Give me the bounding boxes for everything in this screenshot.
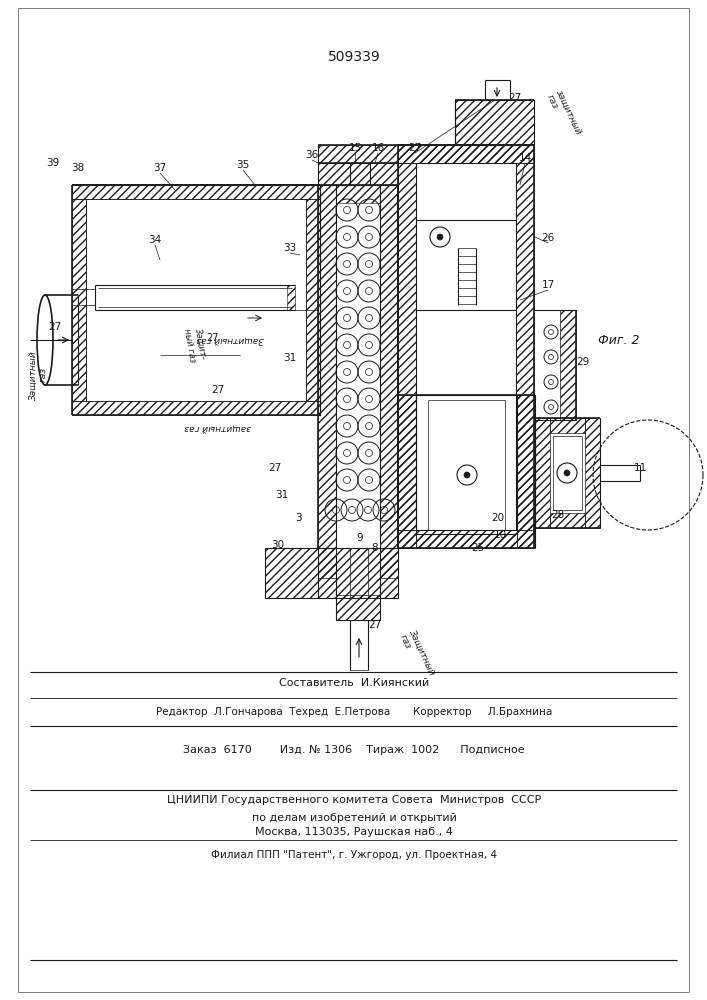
Bar	[585, 418, 600, 528]
Text: Фиг. 2: Фиг. 2	[598, 334, 640, 347]
Bar	[455, 100, 534, 145]
Text: Составитель  И.Киянский: Составитель И.Киянский	[279, 678, 429, 688]
Text: 27: 27	[206, 333, 219, 343]
Bar	[336, 595, 380, 620]
Text: 14: 14	[518, 153, 532, 163]
Bar	[72, 199, 86, 401]
Circle shape	[564, 470, 570, 476]
Text: Филиал ППП "Патент", г. Ужгород, ул. Проектная, 4: Филиал ППП "Патент", г. Ужгород, ул. Про…	[211, 850, 497, 860]
Bar	[517, 395, 535, 548]
Text: 28: 28	[551, 510, 565, 520]
Text: 27: 27	[508, 93, 522, 103]
Text: 31: 31	[284, 353, 297, 363]
Bar	[287, 285, 295, 310]
Text: 10: 10	[493, 530, 506, 540]
Text: 25: 25	[472, 543, 484, 553]
Text: 20: 20	[491, 513, 505, 523]
Bar	[72, 185, 320, 199]
Text: 35: 35	[236, 160, 250, 170]
Bar	[380, 548, 398, 578]
Text: Заказ  6170        Изд. № 1306    Тираж  1002      Подписное: Заказ 6170 Изд. № 1306 Тираж 1002 Подпис…	[183, 745, 525, 755]
Text: 27: 27	[409, 143, 421, 153]
Text: защитный газ: защитный газ	[185, 424, 251, 432]
Text: 27: 27	[211, 385, 225, 395]
Text: 34: 34	[148, 235, 162, 245]
Bar	[72, 401, 320, 415]
Text: Защитный
газ: Защитный газ	[28, 350, 47, 400]
Bar	[336, 185, 380, 203]
Text: Защит-
ный газ: Защит- ный газ	[182, 326, 208, 364]
Bar	[560, 310, 576, 420]
Text: 8: 8	[372, 543, 378, 553]
Text: 27: 27	[368, 620, 382, 630]
Text: 30: 30	[271, 540, 284, 550]
Text: 27: 27	[48, 322, 62, 332]
Text: 33: 33	[284, 243, 297, 253]
Text: 38: 38	[71, 163, 85, 173]
Text: по делам изобретений и открытий: по делам изобретений и открытий	[252, 813, 457, 823]
Bar	[416, 534, 517, 548]
Text: 27: 27	[269, 463, 281, 473]
Bar	[318, 145, 534, 163]
Text: 3: 3	[295, 513, 301, 523]
Bar	[398, 163, 416, 530]
Text: 36: 36	[305, 150, 319, 160]
Bar	[516, 163, 534, 530]
Bar	[318, 548, 398, 598]
Bar	[318, 548, 336, 578]
Text: 31: 31	[275, 490, 288, 500]
Text: 17: 17	[542, 280, 554, 290]
Bar	[398, 395, 416, 548]
Bar	[265, 548, 318, 598]
Bar	[550, 418, 585, 433]
Text: 11: 11	[633, 463, 647, 473]
Text: ЦНИИПИ Государственного комитета Совета  Министров  СССР: ЦНИИПИ Государственного комитета Совета …	[167, 795, 541, 805]
Text: 39: 39	[47, 158, 59, 168]
Text: Защитный газ: Защитный газ	[196, 336, 264, 344]
Text: 16: 16	[371, 143, 385, 153]
Text: 26: 26	[542, 233, 554, 243]
Circle shape	[437, 234, 443, 240]
Circle shape	[464, 472, 470, 478]
Bar	[380, 185, 398, 548]
Text: Защитный
газ: Защитный газ	[398, 628, 437, 682]
Text: защитный
газ: защитный газ	[545, 89, 583, 141]
Bar	[306, 199, 320, 401]
Text: 37: 37	[153, 163, 167, 173]
Text: 509339: 509339	[327, 50, 380, 64]
Text: 9: 9	[357, 533, 363, 543]
Bar	[318, 163, 398, 185]
Bar	[550, 513, 585, 528]
Bar	[318, 185, 336, 548]
Text: 29: 29	[576, 357, 590, 367]
Text: 15: 15	[349, 143, 361, 153]
Text: Редактор  Л.Гончарова  Техред  Е.Петрова       Корректор     Л.Брахнина: Редактор Л.Гончарова Техред Е.Петрова Ко…	[156, 707, 552, 717]
Bar	[398, 145, 534, 163]
Bar	[535, 418, 550, 528]
Text: Москва, 113035, Раушская наб., 4: Москва, 113035, Раушская наб., 4	[255, 827, 453, 837]
Bar	[398, 530, 534, 548]
